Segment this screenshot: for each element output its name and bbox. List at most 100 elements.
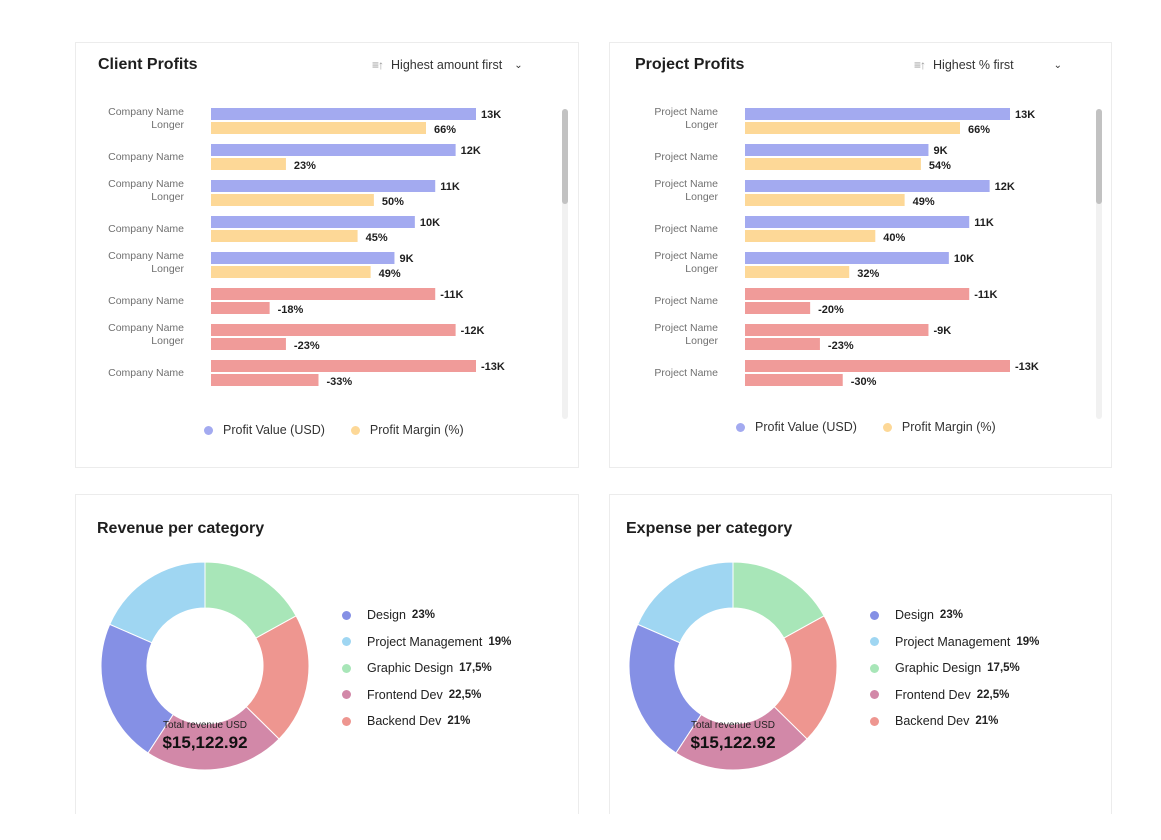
- bar-profit-margin[interactable]: [745, 374, 843, 386]
- legend-label: Backend Dev: [895, 714, 970, 729]
- bar-value-label: 11K: [974, 217, 994, 229]
- bar-profit-value[interactable]: [211, 252, 395, 264]
- bar-profit-margin[interactable]: [745, 158, 921, 170]
- bar-value-label: -11K: [440, 289, 463, 301]
- bar-margin-label: -20%: [818, 304, 844, 316]
- legend-percent: 19%: [488, 635, 512, 648]
- category-label: Project Name Longer: [654, 178, 718, 203]
- bar-profit-value[interactable]: [745, 252, 949, 264]
- bar-profit-value[interactable]: [745, 324, 929, 336]
- category-label: Project Name Longer: [654, 106, 718, 131]
- legend-label: Backend Dev: [367, 714, 442, 729]
- scrollbar[interactable]: [562, 109, 568, 419]
- bar-profit-value[interactable]: [211, 216, 415, 228]
- legend-percent: 23%: [939, 609, 963, 622]
- scrollbar[interactable]: [1096, 109, 1102, 419]
- bar-profit-value[interactable]: [745, 108, 1010, 120]
- category-label: Project Name Longer: [654, 322, 718, 347]
- bar-profit-value[interactable]: [745, 144, 929, 156]
- donut-slice-design[interactable]: [100, 623, 174, 754]
- legend-item: Graphic Design 17,5%: [342, 655, 511, 682]
- bar-value-label: 11K: [440, 181, 460, 193]
- bar-profit-value[interactable]: [211, 360, 476, 372]
- legend-label: Profit Margin (%): [369, 423, 464, 437]
- bar-profit-margin[interactable]: [211, 302, 270, 314]
- expense-donut-chart: Total revenue USD $15,122.92: [628, 561, 838, 771]
- legend-label: Design: [895, 608, 934, 623]
- legend-percent: 17,5%: [459, 662, 492, 675]
- category-label: Company Name: [108, 151, 184, 163]
- card-title: Project Profits: [635, 56, 745, 73]
- legend-label: Profit Value (USD): [223, 423, 325, 437]
- category-label: Project Name Longer: [654, 250, 718, 275]
- donut-slice-graphic-design[interactable]: [732, 561, 825, 639]
- bar-profit-value[interactable]: [211, 108, 476, 120]
- legend-label: Project Management: [367, 634, 483, 649]
- bar-margin-label: -23%: [828, 340, 854, 352]
- category-label: Company Name: [108, 367, 184, 379]
- category-label: Project Name: [654, 223, 718, 235]
- bar-margin-label: 50%: [382, 196, 404, 208]
- bar-margin-label: 54%: [929, 160, 951, 172]
- bar-value-label: -13K: [481, 361, 505, 373]
- bar-profit-margin[interactable]: [211, 158, 286, 170]
- donut-legend: Design 23% Project Management 19% Graphic De…: [342, 602, 511, 735]
- legend-item: Backend Dev 21%: [870, 708, 1039, 735]
- donut-slice-backend-dev[interactable]: [245, 615, 310, 740]
- donut-slice-graphic-design[interactable]: [204, 561, 297, 639]
- sort-dropdown[interactable]: ≡↑ Highest % first ⌄: [914, 58, 1062, 72]
- bar-margin-label: -23%: [294, 340, 320, 352]
- donut-slice-frontend-dev[interactable]: [147, 705, 280, 771]
- legend-dot: [350, 425, 360, 435]
- legend-label: Profit Value (USD): [755, 420, 857, 434]
- bar-profit-value[interactable]: [745, 288, 970, 300]
- bar-profit-margin[interactable]: [745, 194, 905, 206]
- bar-profit-margin[interactable]: [745, 338, 820, 350]
- bar-profit-value[interactable]: [745, 216, 970, 228]
- bar-profit-margin[interactable]: [211, 374, 319, 386]
- bar-profit-value[interactable]: [211, 144, 456, 156]
- legend-dot: [870, 663, 879, 673]
- legend-dot: [342, 716, 351, 726]
- card-title: Expense per category: [626, 520, 793, 537]
- legend-dot: [342, 663, 351, 673]
- donut-slice-backend-dev[interactable]: [773, 615, 838, 740]
- sort-dropdown[interactable]: ≡↑ Highest amount first ⌄: [372, 58, 523, 72]
- scrollbar-thumb[interactable]: [562, 109, 568, 204]
- bar-profit-margin[interactable]: [211, 338, 286, 350]
- bar-value-label: 12K: [461, 145, 481, 157]
- category-label: Company Name: [108, 223, 184, 235]
- scrollbar-thumb[interactable]: [1096, 109, 1102, 204]
- donut-slice-design[interactable]: [628, 623, 702, 754]
- revenue-donut-chart: Total revenue USD $15,122.92: [100, 561, 310, 771]
- category-label: Company Name Longer: [108, 106, 184, 131]
- bar-margin-label: 45%: [366, 232, 388, 244]
- bar-profit-margin[interactable]: [211, 194, 374, 206]
- legend-percent: 17,5%: [987, 662, 1020, 675]
- bar-profit-margin[interactable]: [745, 266, 850, 278]
- bar-profit-margin[interactable]: [745, 122, 960, 134]
- bar-value-label: -9K: [933, 325, 951, 337]
- legend-dot: [342, 637, 351, 647]
- bar-profit-margin[interactable]: [745, 230, 876, 242]
- bar-profit-value[interactable]: [211, 180, 436, 192]
- bar-profit-value[interactable]: [211, 324, 456, 336]
- legend-percent: 22,5%: [976, 688, 1010, 701]
- bar-profit-value[interactable]: [745, 180, 990, 192]
- legend-label: Frontend Dev: [895, 687, 971, 702]
- bar-profit-margin[interactable]: [745, 302, 811, 314]
- bar-profit-margin[interactable]: [211, 266, 371, 278]
- legend-percent: 21%: [447, 715, 471, 728]
- donut-center-value: $15,122.92: [690, 733, 775, 752]
- category-label: Company Name: [108, 295, 184, 307]
- bar-profit-value[interactable]: [745, 360, 1010, 372]
- bar-profit-margin[interactable]: [211, 122, 426, 134]
- bar-value-label: 12K: [995, 181, 1015, 193]
- bar-profit-value[interactable]: [211, 288, 436, 300]
- chevron-down-icon: ⌄: [1053, 59, 1062, 71]
- bar-profit-margin[interactable]: [211, 230, 358, 242]
- category-label: Project Name: [654, 151, 718, 163]
- donut-slice-frontend-dev[interactable]: [675, 705, 808, 771]
- legend-dot: [204, 425, 213, 435]
- bar-value-label: -13K: [1015, 361, 1039, 373]
